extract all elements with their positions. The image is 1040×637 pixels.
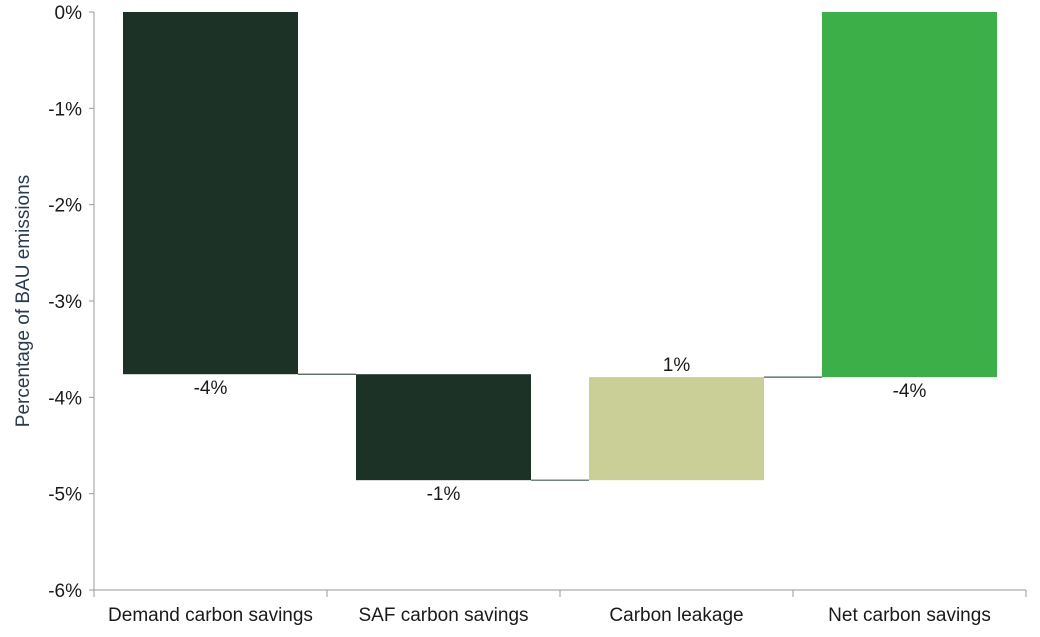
bar [123, 12, 298, 375]
y-tick-label: -1% [48, 99, 82, 120]
bar [822, 12, 997, 378]
bar [356, 374, 531, 481]
bars [123, 12, 997, 481]
y-axis-title: Percentage of BAU emissions [13, 175, 34, 427]
bar [589, 377, 764, 481]
y-tick-label: -3% [48, 292, 82, 313]
y-tick-label: -5% [48, 485, 82, 506]
x-category-label: SAF carbon savings [358, 605, 528, 626]
data-label: -4% [893, 381, 927, 402]
data-labels: -4% -1% 1% -4% [194, 355, 927, 505]
y-tick-label: -4% [48, 388, 82, 409]
y-axis-ticks: 0% -1% -2% -3% -4% -5% -6% [48, 3, 94, 602]
x-axis-ticks: Demand carbon savings SAF carbon savings C… [93, 590, 1027, 626]
x-category-label: Demand carbon savings [108, 605, 313, 626]
x-category-label: Carbon leakage [609, 605, 743, 626]
x-category-label: Net carbon savings [828, 605, 991, 626]
data-label: -1% [427, 484, 461, 505]
y-tick-label: -6% [48, 581, 82, 602]
y-tick-label: -2% [48, 196, 82, 217]
y-tick-label: 0% [55, 3, 83, 24]
data-label: 1% [663, 355, 691, 376]
data-label: -4% [194, 378, 228, 399]
connector-lines [298, 373, 822, 481]
